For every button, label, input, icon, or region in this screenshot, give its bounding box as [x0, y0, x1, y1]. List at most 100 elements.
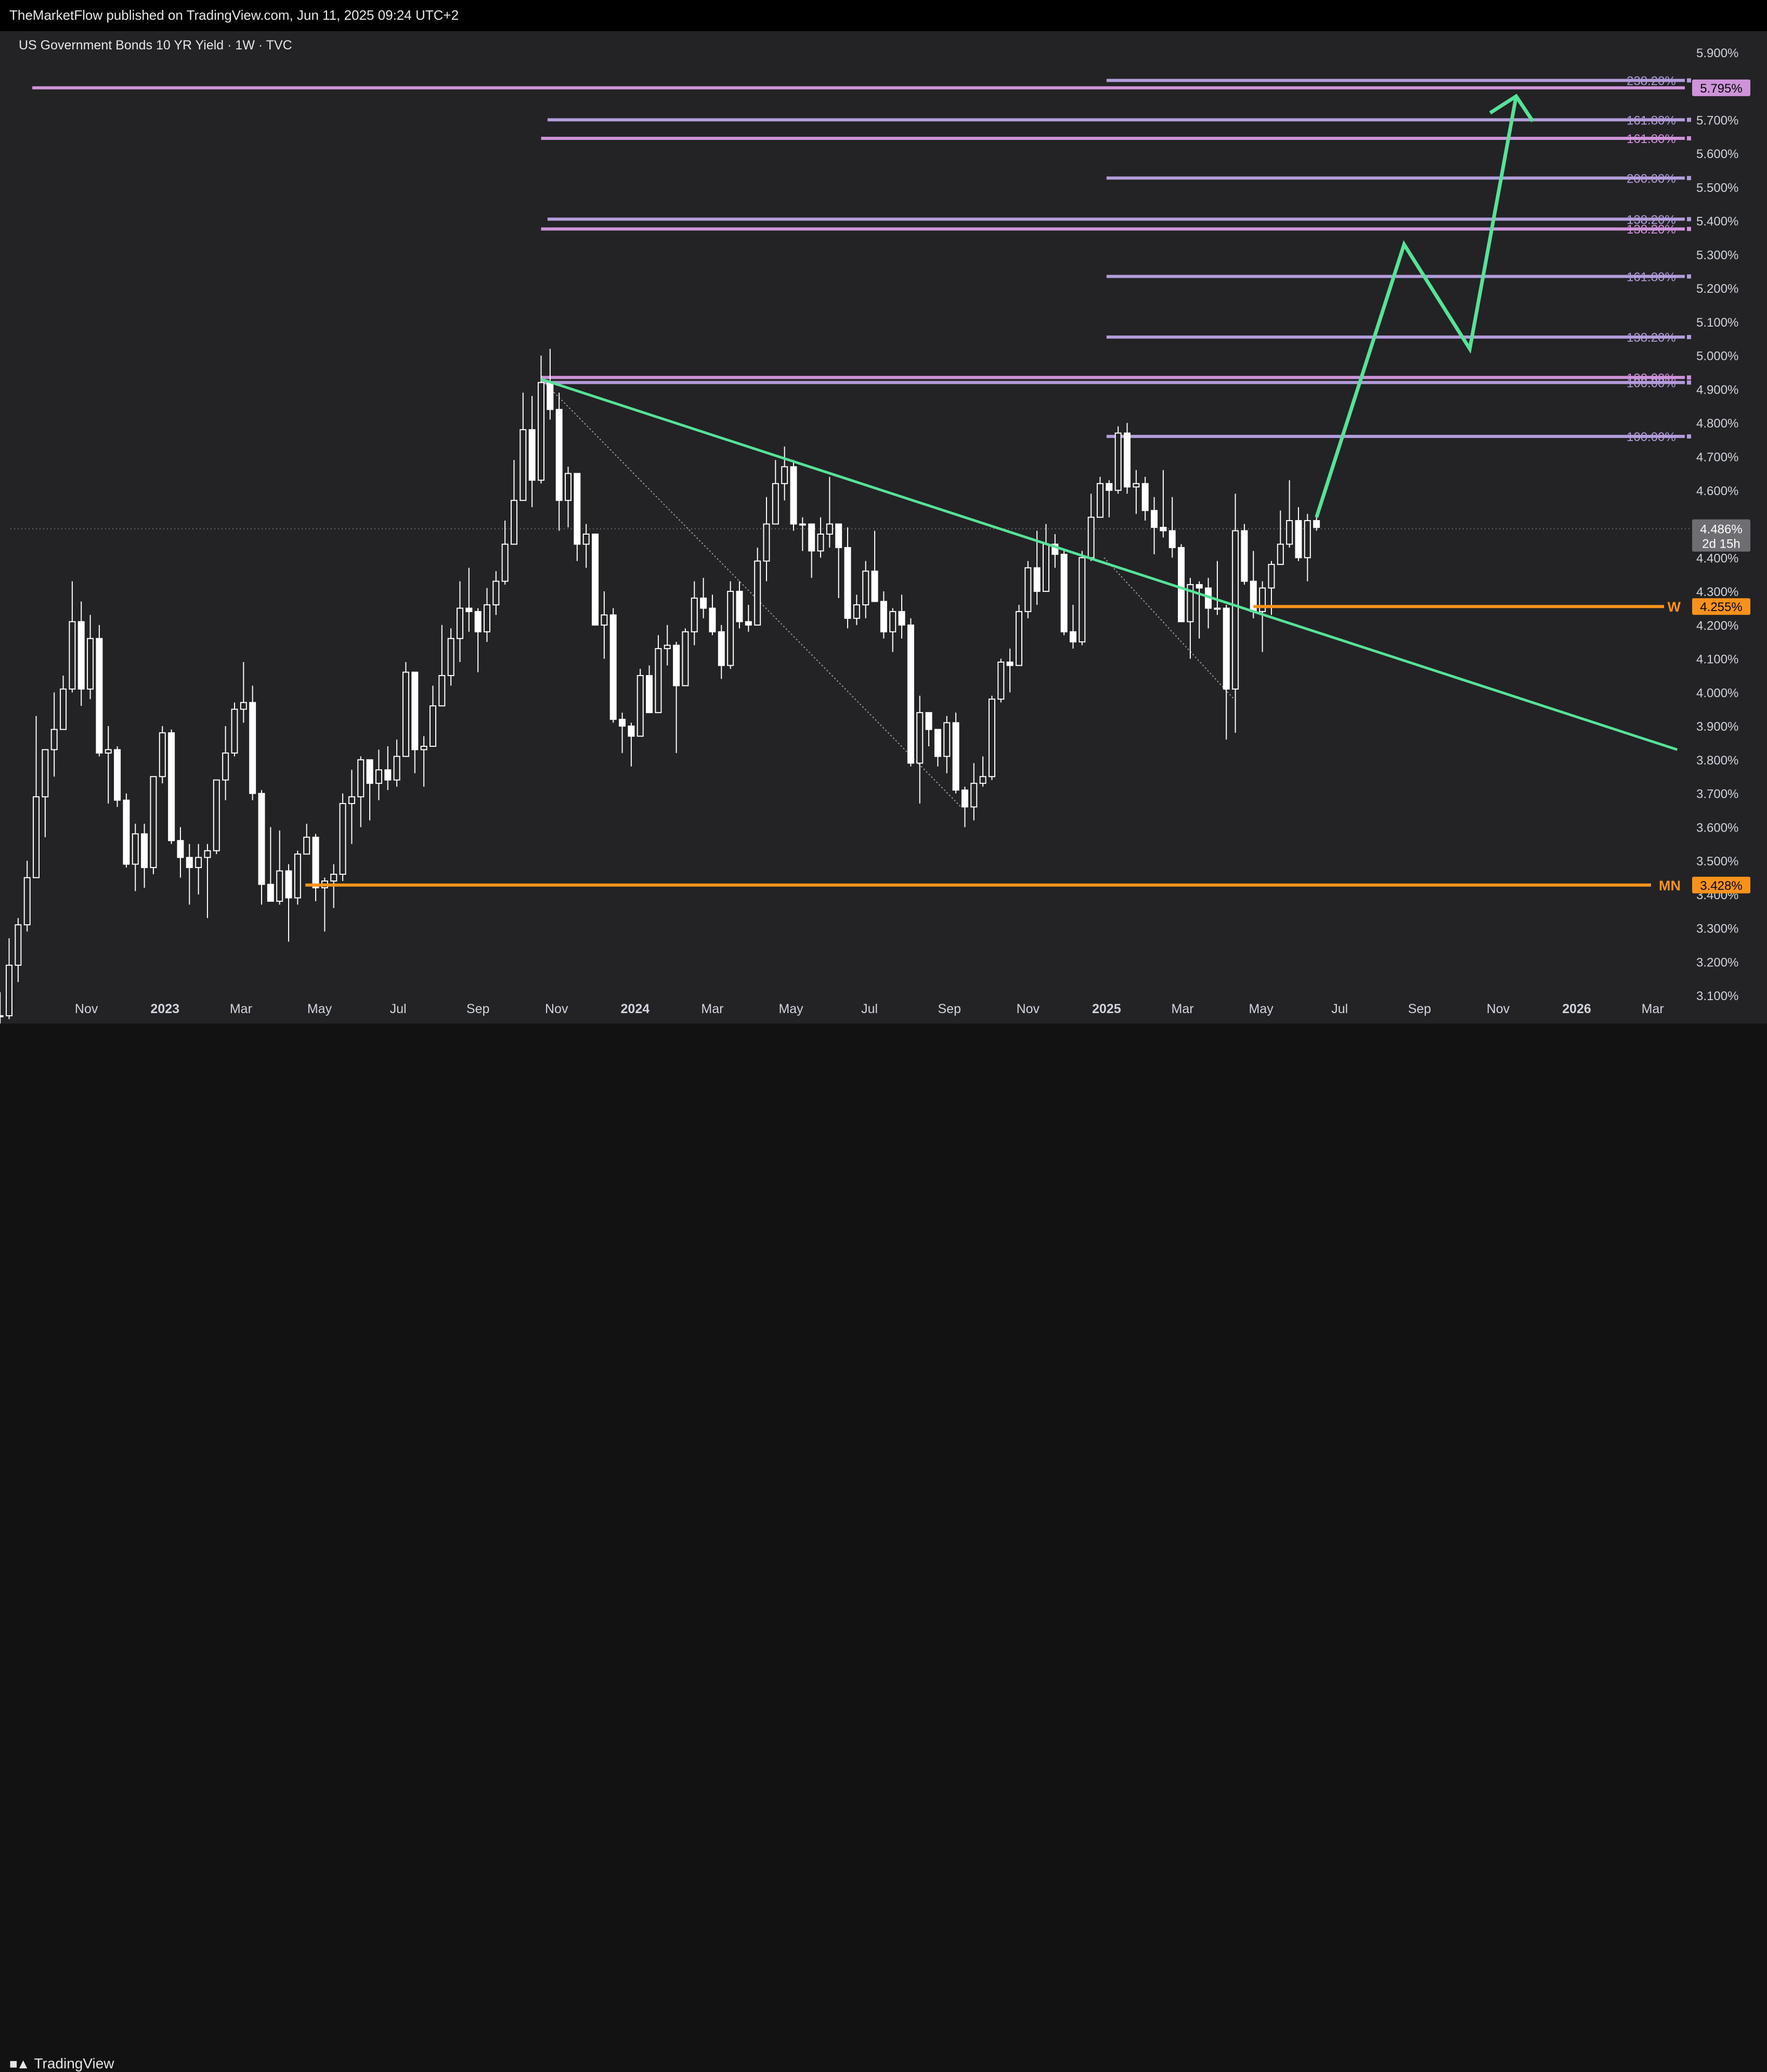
candle-body: [826, 523, 833, 535]
y-tick-label: 5.500%: [1696, 181, 1738, 195]
y-tick-label: 5.000%: [1696, 349, 1738, 364]
candle-body: [880, 601, 887, 632]
x-tick-label: Mar: [230, 1002, 252, 1016]
candle-body: [592, 533, 599, 626]
candle-body: [357, 759, 365, 798]
candle-body: [6, 964, 13, 1017]
candle-body: [961, 789, 968, 808]
candle-body: [682, 631, 689, 687]
x-tick-label: Mar: [701, 1002, 723, 1016]
candle-body: [636, 675, 644, 737]
candle-body: [574, 473, 581, 545]
x-tick-label: 2025: [1092, 1002, 1121, 1016]
y-tick-label: 5.200%: [1696, 282, 1738, 296]
candle-body: [1051, 543, 1059, 555]
candle-body: [1151, 510, 1158, 528]
fib-level-marker: [1687, 335, 1691, 340]
fib-level-marker: [1687, 227, 1691, 231]
y-tick-label: 4.100%: [1696, 653, 1738, 667]
fib-level-marker: [1687, 217, 1691, 222]
candle-body: [952, 722, 959, 791]
candle-body: [1006, 662, 1014, 666]
candle-body: [673, 644, 680, 687]
fib-level-label: 138.20%: [1627, 331, 1676, 345]
footer: ■▲ TradingView: [0, 1024, 1767, 2071]
candle-body: [1286, 520, 1293, 545]
candle-body: [862, 571, 869, 605]
dotted-guide-line: [1103, 557, 1235, 700]
candle-body: [565, 473, 572, 501]
y-tick-label: 4.900%: [1696, 383, 1738, 397]
candle-body: [547, 382, 554, 410]
fib-level-marker: [1687, 375, 1691, 380]
x-tick-label: May: [307, 1002, 332, 1016]
candle-body: [772, 483, 779, 525]
candle-body: [646, 675, 653, 714]
candle-body: [988, 698, 995, 778]
candle-body: [528, 429, 536, 481]
y-tick-label: 5.400%: [1696, 215, 1738, 229]
candle-body: [790, 466, 797, 525]
candle-body: [628, 726, 635, 737]
candle-body: [1141, 483, 1149, 511]
candle-body: [1015, 611, 1022, 666]
candle-body: [519, 429, 527, 501]
fib-level-marker: [1687, 274, 1691, 279]
candle-body: [1241, 530, 1248, 582]
candle-body: [511, 500, 518, 545]
candle-body: [1214, 607, 1221, 610]
dotted-guide-line: [540, 379, 962, 808]
candle-body: [330, 874, 337, 882]
candle-body: [267, 884, 274, 902]
published-header: TheMarketFlow published on TradingView.c…: [0, 0, 1767, 31]
candle-body: [1043, 543, 1050, 592]
projection-arrowhead: [1489, 94, 1535, 122]
fib-level-label: 100.00%: [1627, 377, 1676, 391]
support-name-label: W: [1668, 599, 1681, 615]
candle-body: [222, 752, 229, 781]
x-tick-label: Jul: [1331, 1002, 1348, 1016]
fib-level-marker: [1687, 176, 1691, 180]
candle-body: [258, 793, 265, 885]
fib-level-marker: [1687, 434, 1691, 439]
published-text: TheMarketFlow published on TradingView.c…: [9, 7, 459, 23]
candle-body: [916, 712, 924, 764]
candle-body: [1079, 557, 1086, 643]
top-price-badge: [1692, 79, 1750, 96]
candle-body: [979, 776, 986, 784]
candle-body: [312, 836, 319, 888]
x-tick-label: 2024: [621, 1002, 650, 1016]
chart[interactable]: US Government Bonds 10 YR Yield · 1W · T…: [0, 0, 1767, 1060]
candle-body: [1277, 543, 1284, 565]
candle-body: [889, 611, 897, 632]
candle-body: [141, 833, 148, 869]
candle-body: [249, 702, 256, 794]
y-tick-label: 4.000%: [1696, 686, 1738, 700]
y-tick-label: 3.700%: [1696, 787, 1738, 801]
x-tick-label: Sep: [938, 1002, 960, 1016]
candle-body: [1024, 567, 1032, 612]
candle-body: [799, 523, 806, 526]
candle-body: [1070, 631, 1077, 643]
candle-body: [393, 756, 400, 781]
candle-body: [898, 611, 905, 626]
candle-body: [844, 547, 851, 619]
candle-body: [213, 779, 220, 851]
candle-body: [303, 836, 310, 855]
support-price-label: 3.428%: [1700, 879, 1742, 893]
candle-body: [204, 850, 211, 858]
candle-body: [474, 611, 482, 632]
candle-body: [447, 638, 454, 676]
candle-body: [366, 759, 373, 784]
candle-body: [483, 604, 490, 632]
candle-body: [1060, 553, 1068, 632]
candle-body: [132, 833, 139, 865]
y-tick-label: 3.800%: [1696, 754, 1738, 768]
candle-body: [33, 796, 40, 878]
candle-body: [195, 857, 202, 869]
y-tick-label: 4.400%: [1696, 551, 1738, 565]
tradingview-logo[interactable]: ■▲ TradingView: [9, 2055, 114, 2072]
y-tick-label: 4.600%: [1696, 484, 1738, 498]
candle-body: [1232, 530, 1239, 690]
x-tick-label: 2023: [150, 1002, 179, 1016]
